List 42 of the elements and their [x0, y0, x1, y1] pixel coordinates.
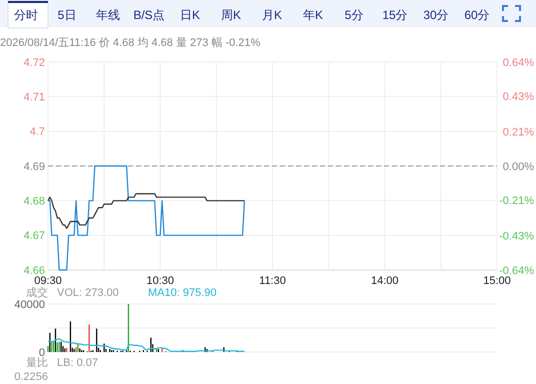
y2-tick-label: -0.64%	[499, 264, 534, 277]
text: 周K	[220, 8, 242, 22]
text: MA10: 975.90	[148, 287, 216, 299]
y-tick-label: 4.66	[24, 264, 45, 277]
y-tick-label: 4.7	[30, 126, 45, 138]
chart-subtitle: 2026/08/14/五11:16 价 4.68 均 4.68 量 273 幅 -0.21%	[0, 37, 261, 49]
text: 年K	[302, 8, 324, 22]
y2-tick-label: 0.00%	[502, 160, 534, 173]
y-tick-label: 4.69	[24, 160, 45, 173]
y2-tick-label: 0.64%	[502, 56, 534, 69]
x-tick-label: 14:00	[370, 275, 399, 287]
x-tick-label: 11:30	[259, 275, 286, 287]
text: 分时	[14, 8, 38, 22]
text: 30分	[423, 8, 449, 22]
text: 月K	[262, 8, 282, 22]
text: 5日	[58, 8, 76, 22]
text: 60分	[464, 8, 490, 22]
y-tick-label: 4.67	[24, 230, 45, 242]
y-tick-label: 40000	[14, 298, 45, 311]
text: 量比	[26, 356, 48, 369]
y-tick-label: 4.71	[24, 92, 45, 104]
text: 15分	[382, 8, 408, 22]
y2-tick-label: -0.21%	[499, 194, 534, 207]
text: 成交	[26, 286, 48, 299]
y-tick-label: 4.72	[24, 56, 45, 69]
text: 0.2256	[14, 371, 48, 383]
line-series	[47, 338, 246, 352]
line-series	[47, 165, 246, 271]
text: 年线	[96, 8, 120, 22]
text: 5分	[344, 8, 364, 22]
y2-tick-label: 0.43%	[502, 90, 534, 103]
y2-tick-label: 0.21%	[502, 126, 534, 139]
y-tick-label: 4.68	[24, 196, 45, 208]
text: VOL: 273.00	[57, 287, 119, 299]
x-tick-label: 09:30	[34, 275, 62, 287]
text: LB: 0.07	[57, 357, 98, 369]
text: 日K	[180, 8, 200, 22]
x-tick-label: 15:00	[483, 275, 511, 287]
text: B/S点	[133, 8, 165, 22]
y2-tick-label: -0.43%	[499, 230, 534, 243]
x-tick-label: 10:30	[146, 275, 174, 287]
line-series	[47, 193, 246, 229]
